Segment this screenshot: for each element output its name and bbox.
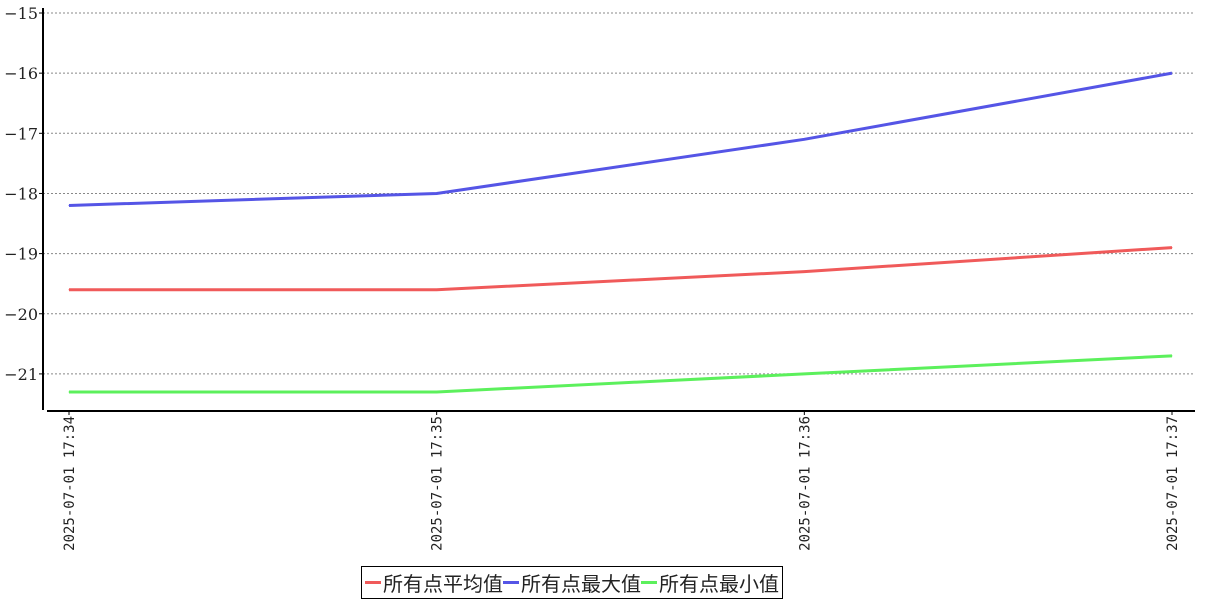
data-point <box>436 289 438 291</box>
x-tick-label: 2025-07-01 17:34 <box>62 416 78 551</box>
legend: 所有点平均值 所有点最大值 所有点最小值 <box>361 566 783 599</box>
x-tick-label: 2025-07-01 17:35 <box>430 416 446 551</box>
legend-swatch <box>503 581 519 584</box>
y-tick-label: −20 <box>4 305 38 324</box>
legend-swatch <box>365 581 381 584</box>
data-point <box>1171 247 1173 249</box>
y-tick-label: −15 <box>4 4 38 23</box>
legend-item-avg[interactable]: 所有点平均值 <box>365 568 503 597</box>
legend-swatch <box>641 581 657 584</box>
legend-item-max[interactable]: 所有点最大值 <box>503 568 641 597</box>
legend-label: 所有点平均值 <box>383 572 503 596</box>
x-tick-label: 2025-07-01 17:36 <box>797 416 813 551</box>
data-point <box>1171 355 1173 357</box>
data-point <box>68 204 70 206</box>
y-tick-label: −16 <box>4 64 38 83</box>
y-tick-label: −21 <box>4 365 38 384</box>
y-tick-label: −17 <box>4 124 38 143</box>
legend-label: 所有点最大值 <box>521 572 641 596</box>
y-tick-label: −18 <box>4 184 38 203</box>
series-line-2 <box>69 354 1173 394</box>
data-point <box>436 192 438 194</box>
y-tick-label: −19 <box>4 245 38 264</box>
data-point <box>68 289 70 291</box>
data-point <box>803 138 805 140</box>
data-point <box>68 391 70 393</box>
data-point <box>803 373 805 375</box>
legend-item-min[interactable]: 所有点最小值 <box>641 568 779 597</box>
series-line-1 <box>68 71 1173 207</box>
series-line-0 <box>69 246 1173 292</box>
data-point <box>1171 72 1173 74</box>
legend-label: 所有点最小值 <box>659 572 779 596</box>
data-point <box>803 271 805 273</box>
x-tick-label: 2025-07-01 17:37 <box>1165 416 1181 551</box>
data-point <box>436 391 438 393</box>
